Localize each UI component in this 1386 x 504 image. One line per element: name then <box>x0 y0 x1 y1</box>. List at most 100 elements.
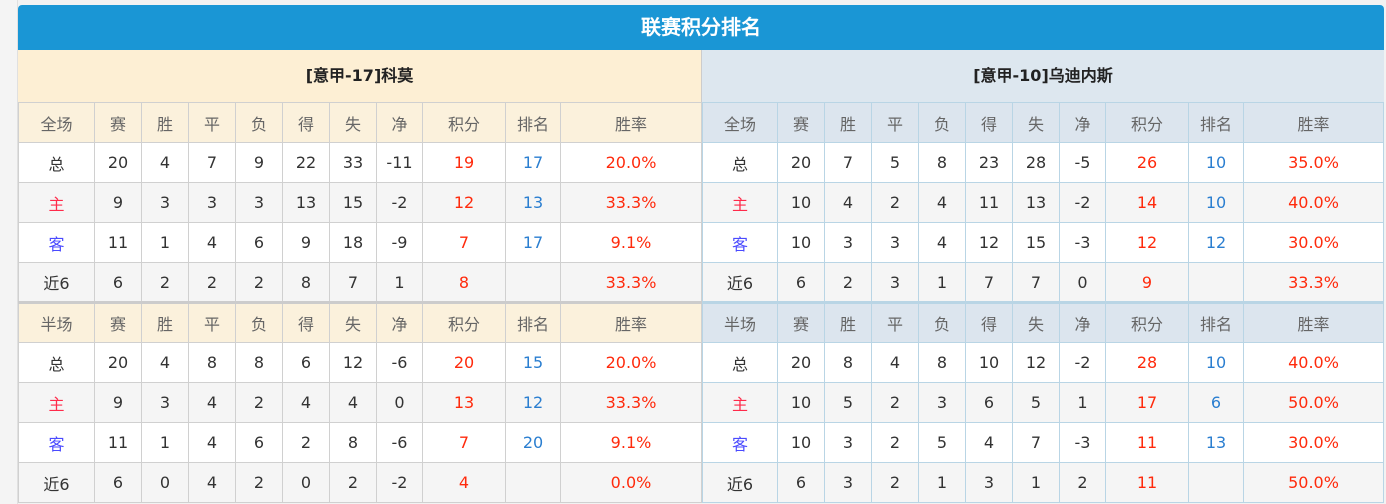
cell-goals-for: 0 <box>282 462 330 503</box>
column-header-goal-diff: 净 <box>1059 102 1106 143</box>
cell-won: 3 <box>824 462 872 503</box>
cell-type: 近6 <box>702 262 778 303</box>
cell-goals-against: 12 <box>1012 342 1060 383</box>
standings-table: 全场赛胜平负得失净积分 排名 胜率总 20 4 7 9 22 33 -11 19 17 20.0% 主 9 3… <box>18 102 702 503</box>
cell-goals-for: 13 <box>282 182 330 223</box>
table-row: 近6 6 3 2 1 3 1 2 11 50.0% <box>702 462 1384 503</box>
cell-goal-diff: -11 <box>376 142 423 183</box>
cell-played: 6 <box>777 262 825 303</box>
cell-goals-for: 12 <box>965 222 1013 263</box>
cell-drawn: 2 <box>871 422 919 463</box>
team-panel-home: [意甲-17]科莫 全场赛胜平负得失净积分 排名 胜率总 20 4 7 9 22 33 -11 19… <box>18 50 702 503</box>
cell-lost: 4 <box>918 182 966 223</box>
cell-goals-for: 23 <box>965 142 1013 183</box>
cell-rank: 20 <box>505 422 561 463</box>
cell-drawn: 4 <box>871 342 919 383</box>
cell-played: 10 <box>777 182 825 223</box>
cell-goal-diff: -2 <box>376 182 423 223</box>
column-header-rank: 排名 <box>505 102 561 143</box>
column-header-type: 全场 <box>702 102 778 143</box>
cell-drawn: 3 <box>188 182 236 223</box>
cell-type: 主 <box>702 382 778 423</box>
cell-played: 10 <box>777 222 825 263</box>
cell-rank: 13 <box>505 182 561 223</box>
cell-goals-against: 5 <box>1012 382 1060 423</box>
cell-type: 近6 <box>702 462 778 503</box>
cell-won: 2 <box>824 262 872 303</box>
column-header-points: 积分 <box>1105 301 1189 343</box>
cell-goals-against: 15 <box>1012 222 1060 263</box>
cell-rank <box>1188 462 1244 503</box>
column-header-drawn: 平 <box>188 102 236 143</box>
column-header-goals-against: 失 <box>1012 301 1060 343</box>
cell-goal-diff: 0 <box>1059 262 1106 303</box>
column-header-goals-for: 得 <box>282 102 330 143</box>
cell-rank: 17 <box>505 222 561 263</box>
cell-drawn: 2 <box>871 462 919 503</box>
cell-won: 3 <box>141 382 189 423</box>
cell-points: 13 <box>422 382 506 423</box>
header-row: 全场赛胜平负得失净积分 排名 胜率 <box>18 102 702 143</box>
cell-goal-diff: -3 <box>1059 422 1106 463</box>
column-header-goal-diff: 净 <box>1059 301 1106 343</box>
cell-played: 11 <box>94 422 142 463</box>
cell-points: 26 <box>1105 142 1189 183</box>
cell-rank: 15 <box>505 342 561 383</box>
cell-goal-diff: 1 <box>376 262 423 303</box>
column-header-played: 赛 <box>777 301 825 343</box>
cell-rank: 10 <box>1188 142 1244 183</box>
column-header-lost: 负 <box>235 102 283 143</box>
cell-lost: 2 <box>235 462 283 503</box>
cell-won: 4 <box>141 142 189 183</box>
column-header-goals-against: 失 <box>329 301 377 343</box>
cell-win-rate: 30.0% <box>1243 422 1384 463</box>
column-header-goal-diff: 净 <box>376 102 423 143</box>
cell-drawn: 8 <box>188 342 236 383</box>
cell-won: 1 <box>141 222 189 263</box>
cell-drawn: 7 <box>188 142 236 183</box>
cell-type: 主 <box>18 182 95 223</box>
cell-goal-diff: -6 <box>376 422 423 463</box>
team-name: [意甲-10]乌迪内斯 <box>702 50 1384 102</box>
cell-goals-for: 4 <box>282 382 330 423</box>
cell-played: 11 <box>94 222 142 263</box>
column-header-goal-diff: 净 <box>376 301 423 343</box>
cell-drawn: 3 <box>871 222 919 263</box>
cell-played: 9 <box>94 382 142 423</box>
cell-played: 6 <box>777 462 825 503</box>
table-row: 近6 6 0 4 2 0 2 -2 4 0.0% <box>18 462 702 503</box>
cell-goal-diff: -5 <box>1059 142 1106 183</box>
team-name: [意甲-17]科莫 <box>18 50 702 102</box>
cell-won: 3 <box>824 422 872 463</box>
cell-win-rate: 40.0% <box>1243 342 1384 383</box>
column-header-rank: 排名 <box>1188 102 1244 143</box>
cell-rank: 12 <box>505 382 561 423</box>
cell-win-rate: 35.0% <box>1243 142 1384 183</box>
cell-lost: 3 <box>918 382 966 423</box>
cell-points: 7 <box>422 222 506 263</box>
cell-points: 12 <box>1105 222 1189 263</box>
cell-lost: 3 <box>235 182 283 223</box>
cell-won: 3 <box>141 182 189 223</box>
column-header-lost: 负 <box>235 301 283 343</box>
table-row: 近6 6 2 3 1 7 7 0 9 33.3% <box>702 262 1384 303</box>
cell-rank: 13 <box>1188 422 1244 463</box>
table-row: 总 20 4 8 8 6 12 -6 20 15 20.0% <box>18 342 702 383</box>
cell-won: 8 <box>824 342 872 383</box>
cell-points: 14 <box>1105 182 1189 223</box>
cell-goals-for: 2 <box>282 422 330 463</box>
cell-goals-for: 4 <box>965 422 1013 463</box>
cell-lost: 8 <box>235 342 283 383</box>
table-row: 近6 6 2 2 2 8 7 1 8 33.3% <box>18 262 702 303</box>
cell-goal-diff: 2 <box>1059 462 1106 503</box>
cell-goal-diff: -9 <box>376 222 423 263</box>
cell-goals-against: 33 <box>329 142 377 183</box>
table-row: 总 20 4 7 9 22 33 -11 19 17 20.0% <box>18 142 702 183</box>
cell-win-rate: 40.0% <box>1243 182 1384 223</box>
column-header-win-rate: 胜率 <box>560 301 702 343</box>
cell-goals-against: 28 <box>1012 142 1060 183</box>
column-header-points: 积分 <box>422 102 506 143</box>
cell-goal-diff: -2 <box>1059 182 1106 223</box>
column-header-drawn: 平 <box>871 301 919 343</box>
cell-points: 11 <box>1105 462 1189 503</box>
